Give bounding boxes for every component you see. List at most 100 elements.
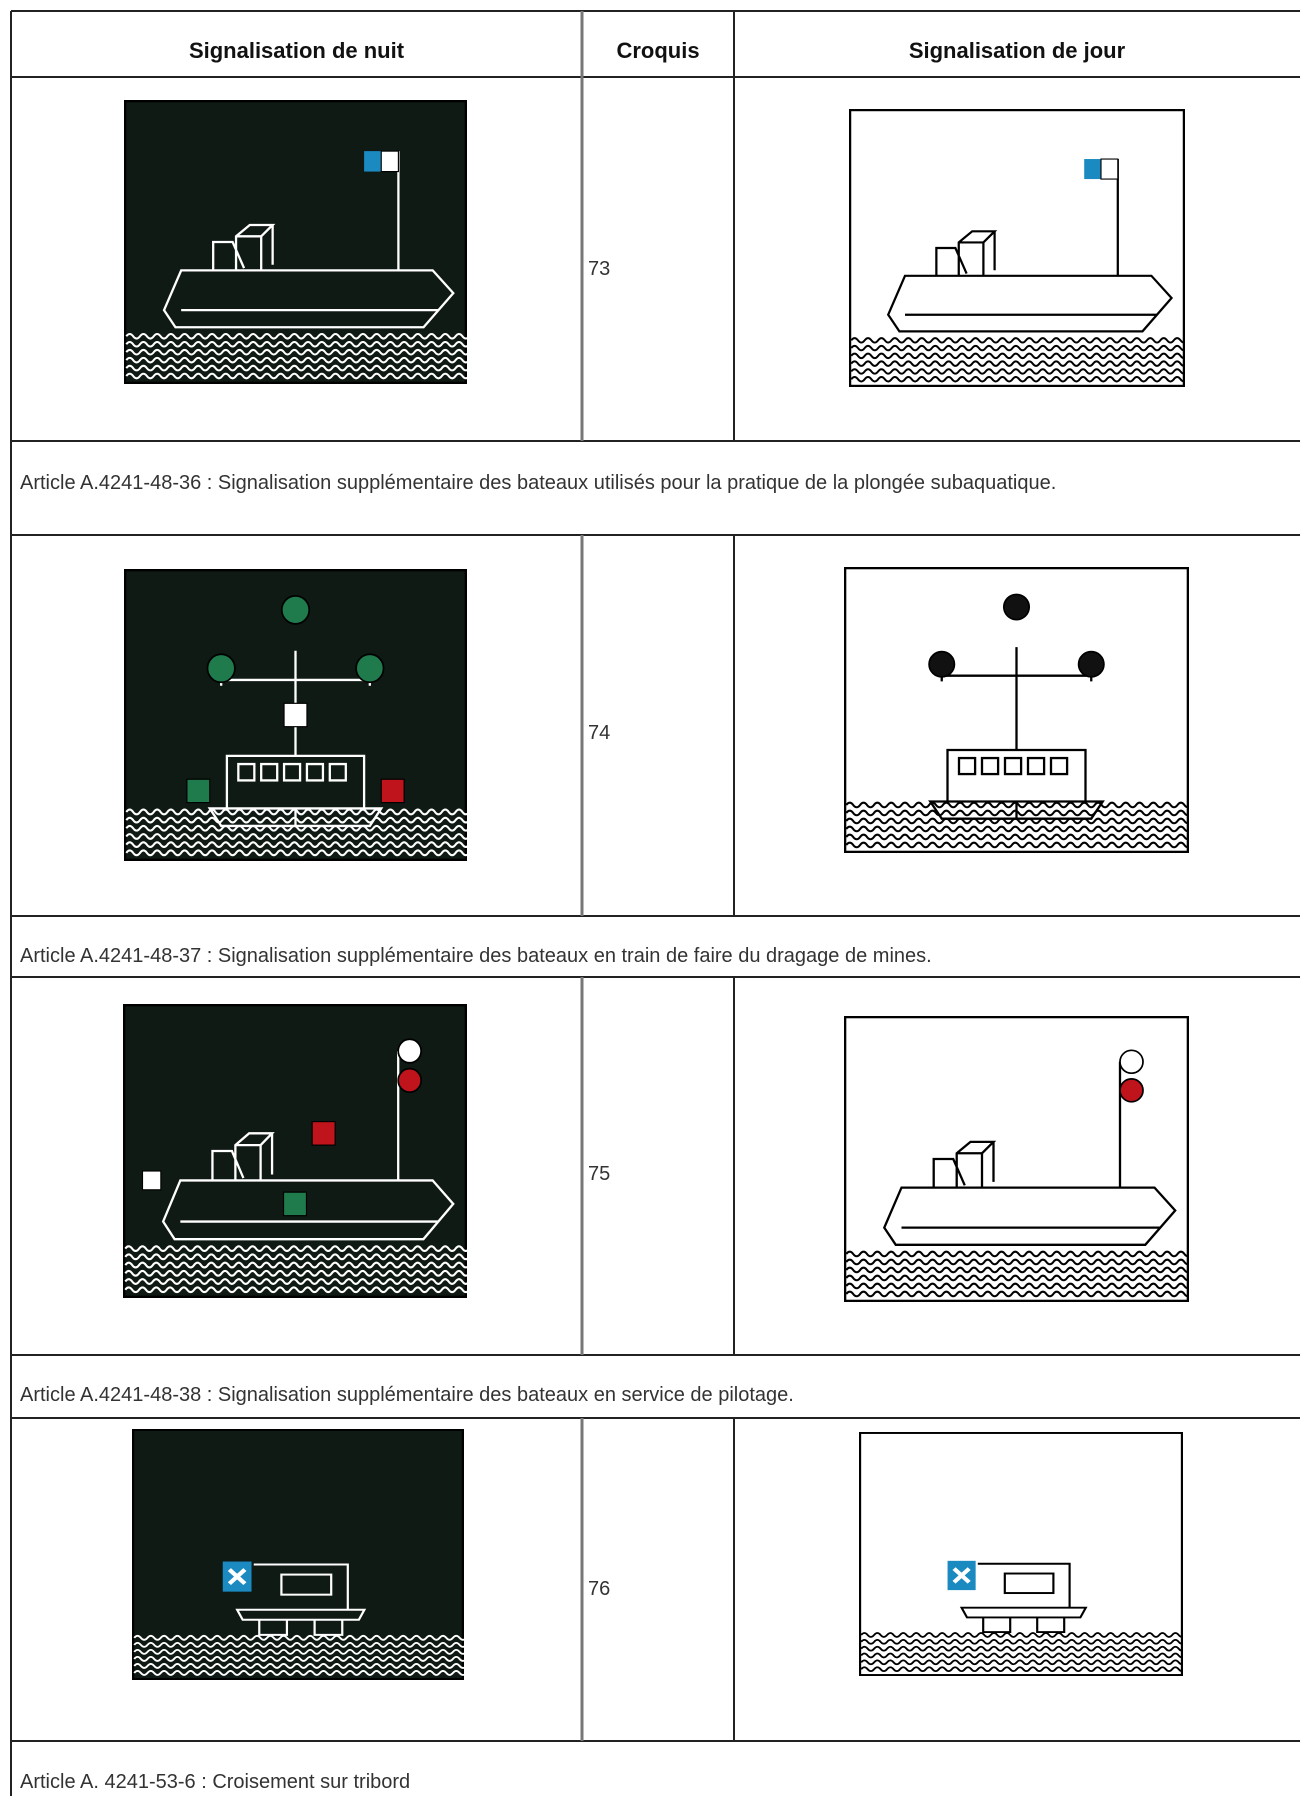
wave [133, 1641, 464, 1648]
wave [133, 1670, 464, 1676]
article-text: Article A.4241-48-36 : Signalisation sup… [20, 472, 1057, 494]
hull [928, 647, 1105, 820]
light [355, 653, 385, 684]
wave [845, 1282, 1189, 1290]
wave [845, 1266, 1189, 1274]
wave [125, 816, 467, 824]
wave [860, 1652, 1183, 1659]
wave [124, 1261, 467, 1269]
article-text: Article A.4241-48-38 : Signalisation sup… [20, 1384, 794, 1406]
article-text: Article A.4241-48-37 : Signalisation sup… [20, 945, 932, 967]
hull [235, 1563, 367, 1636]
panel [859, 1432, 1183, 1676]
wave [125, 824, 467, 832]
panel [132, 1429, 464, 1680]
wave [845, 1290, 1189, 1298]
pictogram [844, 1016, 1189, 1302]
wave [133, 1656, 464, 1662]
light [1002, 593, 1031, 621]
wave [850, 376, 1185, 383]
hull [162, 269, 455, 329]
wave [125, 833, 467, 840]
wave [845, 1274, 1189, 1282]
wave [850, 344, 1185, 352]
sketch-number: 74 [588, 722, 611, 744]
light [283, 702, 308, 728]
light [397, 1067, 422, 1094]
flag-mark [952, 1567, 971, 1584]
wave [125, 348, 467, 356]
wave [124, 1286, 467, 1294]
hull [882, 1186, 1177, 1246]
header-day: Signalisation de jour [908, 38, 1126, 63]
pictogram [132, 1429, 464, 1680]
hull [161, 1179, 455, 1241]
window [1049, 756, 1069, 776]
light [186, 778, 211, 804]
wave [860, 1639, 1183, 1645]
light [928, 650, 956, 678]
window [305, 762, 325, 782]
wave [850, 337, 1185, 344]
wave [125, 356, 467, 364]
wave [860, 1659, 1183, 1666]
pictogram [844, 567, 1189, 853]
wave [124, 1269, 467, 1277]
light [282, 1191, 308, 1217]
wave [845, 833, 1189, 841]
header-sketch: Croquis [616, 38, 700, 63]
light [280, 594, 311, 625]
wave [125, 841, 467, 849]
wave [850, 360, 1185, 367]
window [280, 1573, 333, 1596]
wave [845, 809, 1189, 817]
flag [1084, 159, 1101, 180]
cabin [932, 1140, 997, 1188]
window [957, 756, 977, 776]
wave [133, 1648, 464, 1655]
pictogram [124, 100, 467, 384]
wave [860, 1645, 1183, 1652]
wave [860, 1666, 1183, 1672]
wave [133, 1663, 464, 1669]
wave [125, 372, 467, 380]
window [237, 762, 256, 782]
cabin [212, 223, 276, 271]
panel [849, 109, 1185, 387]
wave [125, 340, 467, 348]
pictogram [859, 1432, 1183, 1676]
wave [845, 825, 1189, 833]
sketch-number: 73 [588, 258, 611, 280]
wave [845, 801, 1189, 809]
wave [124, 1245, 467, 1253]
wave [845, 1250, 1189, 1258]
light [206, 653, 236, 684]
wave [845, 841, 1189, 849]
light [141, 1170, 162, 1191]
article-text: Article A. 4241-53-6 : Croisement sur tr… [20, 1771, 411, 1793]
pictogram [849, 109, 1185, 387]
light [1077, 650, 1105, 678]
wave [125, 333, 467, 340]
wave [850, 352, 1185, 360]
wave [125, 364, 467, 372]
wave [860, 1632, 1183, 1638]
wave [133, 1634, 464, 1641]
hull [886, 274, 1174, 333]
window [1003, 1572, 1055, 1595]
light [1119, 1078, 1144, 1103]
light [1119, 1049, 1144, 1075]
pictogram [124, 569, 467, 861]
window [980, 756, 1000, 776]
flag [364, 151, 382, 172]
pictogram [123, 1004, 467, 1298]
wave [845, 1258, 1189, 1266]
window [282, 762, 302, 782]
wave [845, 817, 1189, 825]
wave [850, 368, 1185, 375]
flag [380, 150, 399, 173]
light [311, 1121, 336, 1146]
window [1003, 756, 1023, 776]
sketch-number: 75 [588, 1163, 611, 1185]
